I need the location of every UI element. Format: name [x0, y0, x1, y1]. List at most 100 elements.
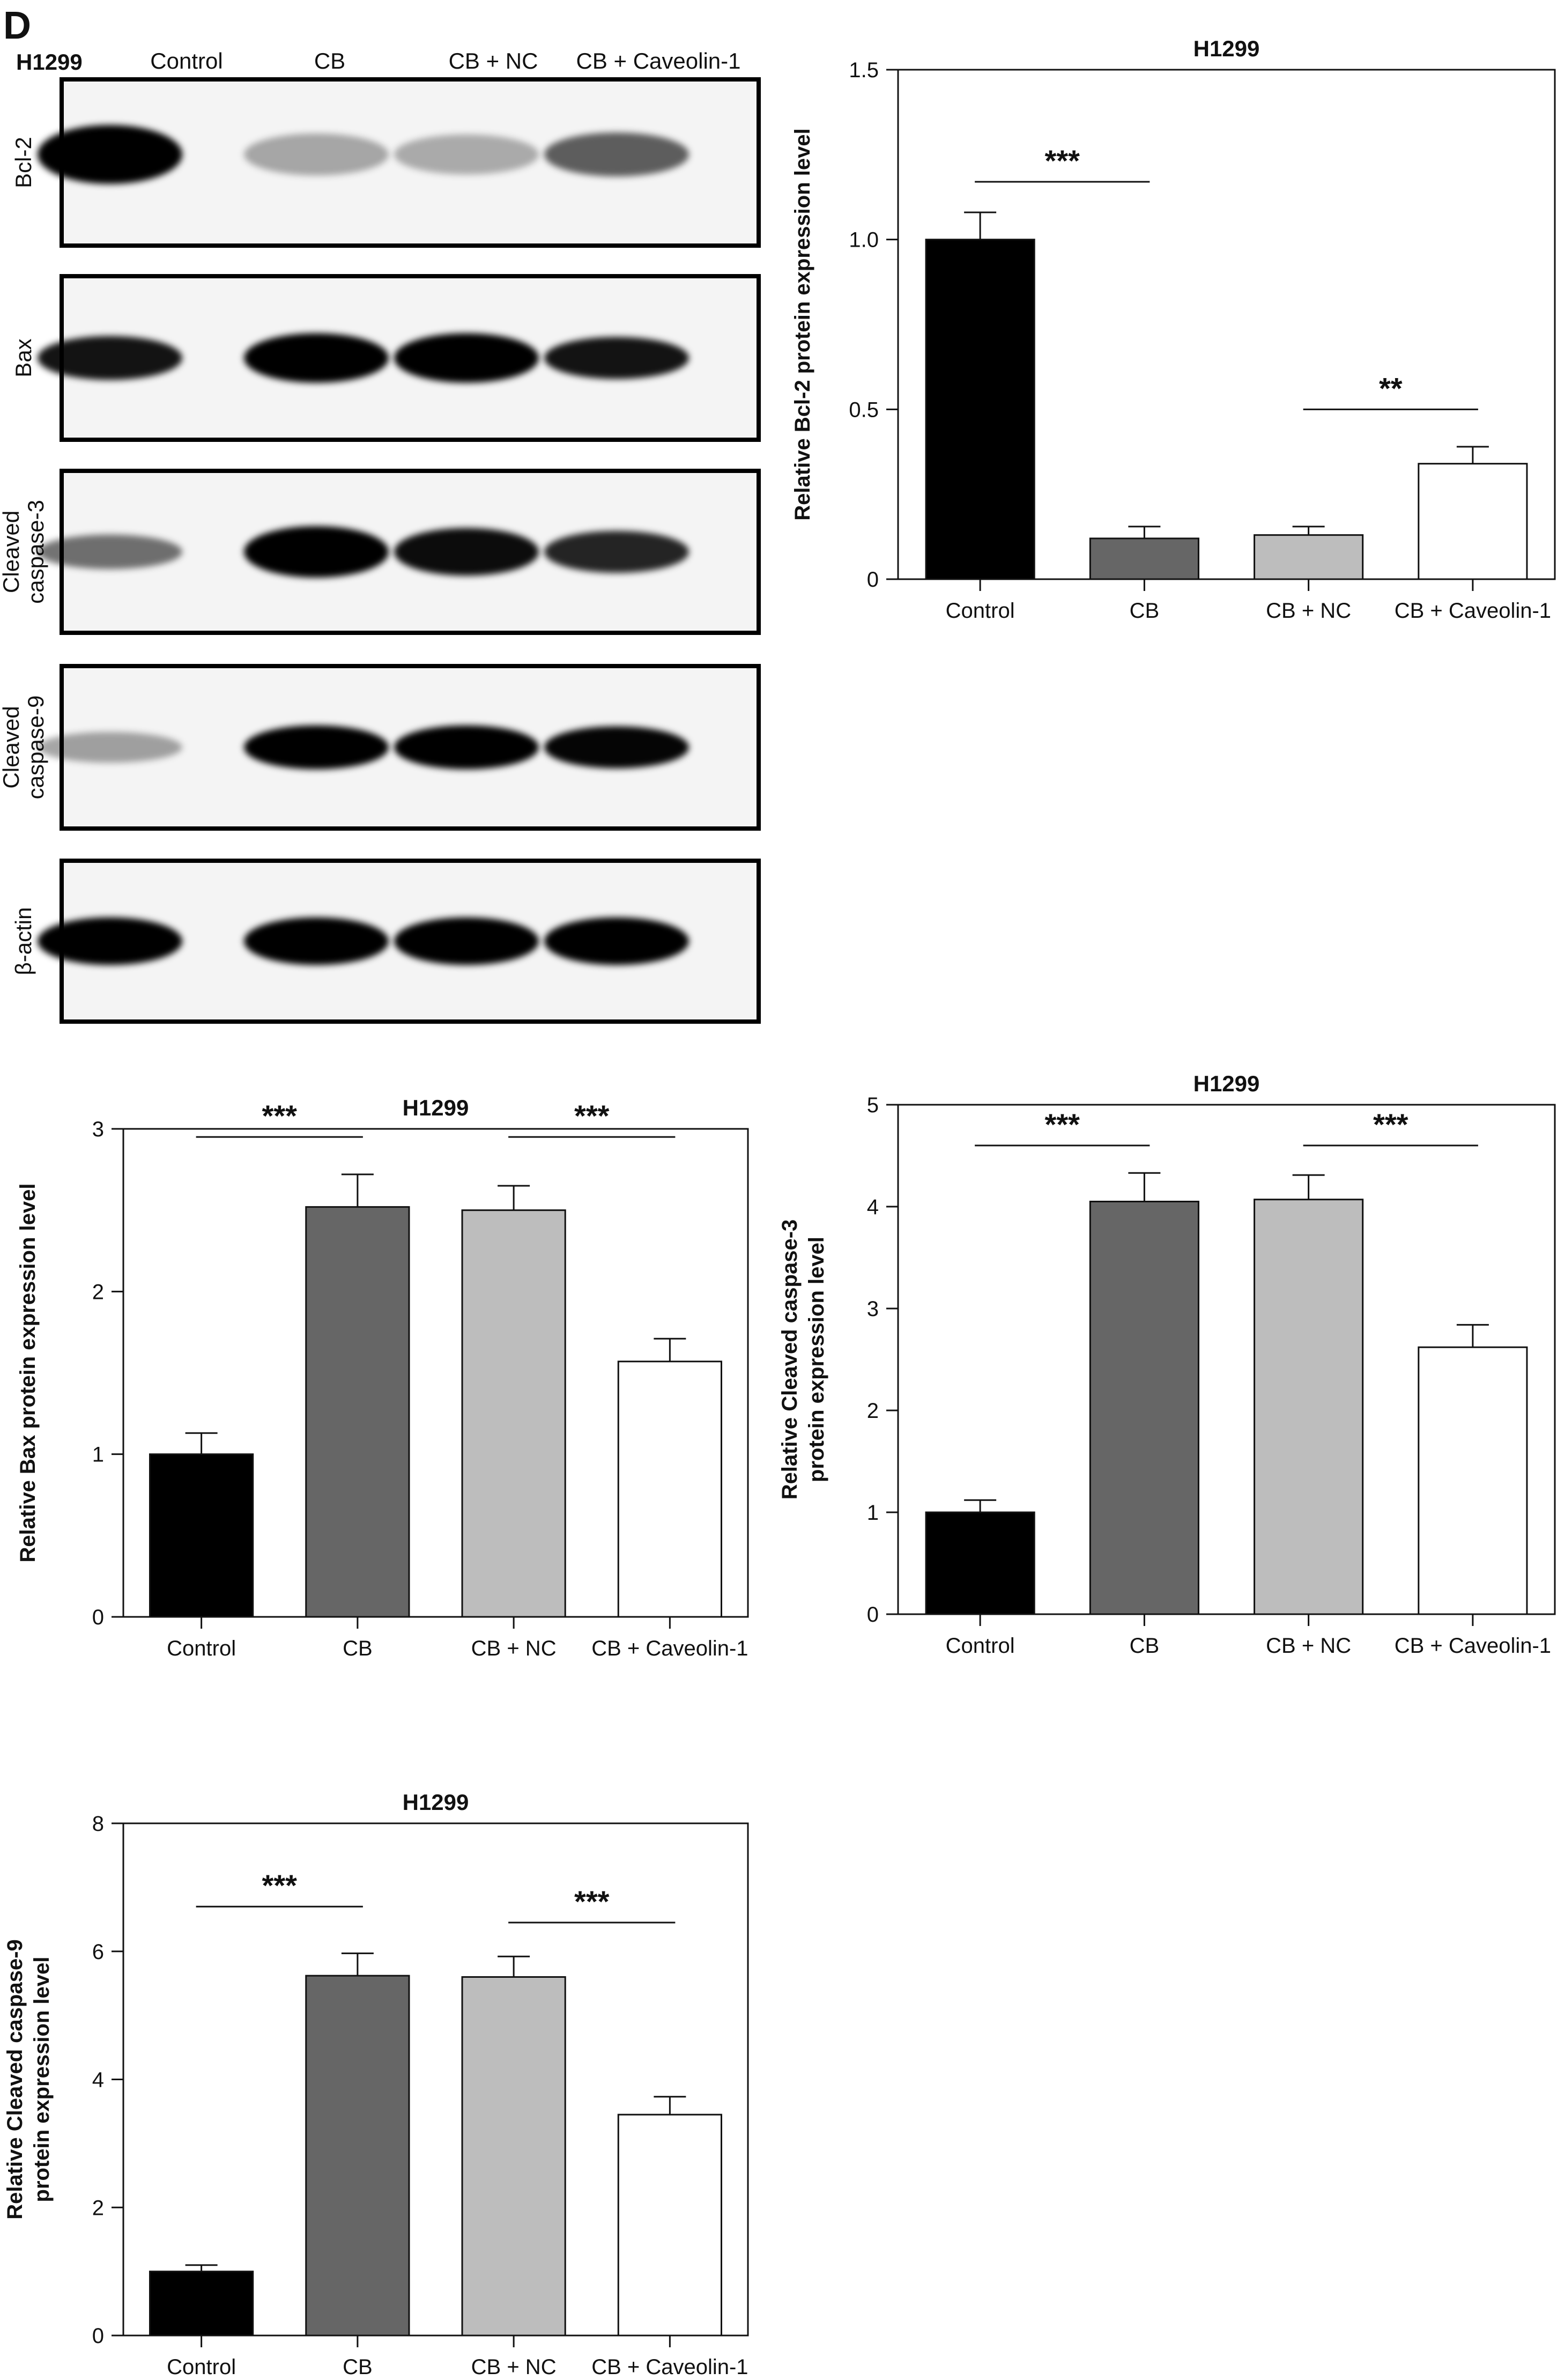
chart-title: H1299 — [1193, 1071, 1260, 1096]
bar — [149, 1453, 254, 1618]
x-tick-label: CB — [1130, 599, 1160, 623]
bar — [925, 239, 1035, 580]
blot-band — [544, 337, 689, 379]
significance-label: *** — [574, 1099, 610, 1133]
y-tick-label: 0.5 — [849, 398, 879, 422]
y-tick-label: 4 — [92, 2068, 104, 2092]
y-axis-label: Relative Bax protein expression level — [16, 1184, 40, 1563]
x-tick-label: CB + NC — [1266, 1634, 1351, 1658]
x-tick-label: CB + NC — [1266, 599, 1351, 623]
significance-label: ** — [1379, 371, 1403, 405]
x-tick-label: CB + Caveolin-1 — [591, 1637, 748, 1660]
plot-frame — [897, 69, 1556, 580]
significance-label: *** — [1045, 144, 1080, 178]
bar — [1254, 534, 1364, 580]
y-tick-label: 0 — [92, 2324, 104, 2348]
blot-band — [544, 726, 689, 768]
bar — [149, 2271, 254, 2337]
blot-band — [38, 125, 182, 184]
y-tick-label: 4 — [867, 1195, 879, 1219]
x-tick-label: Control — [946, 599, 1015, 623]
chart-3: H1299 0 1 2 3 4 5 Relative Cleaved caspase-3 pro… — [778, 1071, 1556, 1658]
significance-label: *** — [1045, 1107, 1080, 1141]
blot-lane-label: CB + Caveolin-1 — [576, 48, 741, 73]
blot-band — [394, 725, 539, 770]
y-tick-label: 8 — [92, 1812, 104, 1836]
x-tick-label: Control — [167, 1637, 236, 1660]
y-axis-label: protein expression level — [805, 1237, 828, 1482]
chart-title: H1299 — [1193, 36, 1260, 61]
bar — [617, 2113, 722, 2337]
x-tick-label: CB + Caveolin-1 — [1395, 1634, 1551, 1658]
x-tick-label: Control — [946, 1634, 1015, 1658]
chart-2: H1299 0 1 2 3 Relative Bax protein expression… — [16, 1095, 749, 1660]
y-tick-label: 2 — [92, 2196, 104, 2220]
plot-frame — [122, 1128, 749, 1618]
y-axis-label: protein expression level — [30, 1957, 54, 2202]
x-tick-label: CB + NC — [471, 2355, 557, 2379]
x-tick-label: CB + NC — [471, 1637, 557, 1660]
blot-lane-label: CB + NC — [449, 48, 538, 73]
blot-band — [544, 917, 689, 965]
blot-band — [244, 526, 389, 578]
bar — [1089, 1201, 1199, 1615]
blot-band — [394, 333, 539, 383]
blot-row-label: β-actin — [11, 907, 36, 975]
chart-title: H1299 — [403, 1095, 469, 1120]
blot-cell-line: H1299 — [16, 49, 83, 75]
y-tick-label: 5 — [867, 1093, 879, 1117]
x-tick-label: CB + Caveolin-1 — [1395, 599, 1551, 623]
bar — [305, 1206, 410, 1618]
blot-band — [544, 530, 689, 573]
bar — [461, 1976, 566, 2337]
x-tick-label: CB — [343, 2355, 373, 2379]
bar — [1254, 1199, 1364, 1615]
y-tick-label: 1.0 — [849, 228, 879, 252]
y-tick-label: 2 — [867, 1399, 879, 1423]
x-tick-label: Control — [167, 2355, 236, 2379]
bar — [1418, 463, 1528, 580]
blot-band — [544, 132, 689, 176]
blot-row-label: Cleaved — [0, 706, 24, 788]
y-tick-label: 0 — [867, 568, 879, 592]
bar — [925, 1511, 1035, 1615]
bar — [617, 1361, 722, 1618]
chart-4: H1299 0 2 4 6 8 Relative Cleaved caspase-9 prot… — [3, 1790, 749, 2379]
bar — [305, 1975, 410, 2337]
y-axis-label: Relative Bcl-2 protein expression level — [791, 128, 814, 520]
x-tick-label: CB + Caveolin-1 — [591, 2355, 748, 2379]
bar — [461, 1209, 566, 1618]
blot-band — [244, 725, 389, 770]
blot-band — [394, 528, 539, 576]
blot-band — [244, 333, 389, 383]
y-tick-label: 1 — [867, 1501, 879, 1525]
x-tick-label: CB — [343, 1637, 373, 1660]
blot-band — [244, 917, 389, 965]
blot-lane-label: CB — [314, 48, 345, 73]
y-tick-label: 0 — [867, 1603, 879, 1627]
plot-frame — [897, 1104, 1556, 1615]
bar — [1089, 537, 1199, 580]
significance-label: *** — [262, 1099, 298, 1133]
y-axis-label: Relative Cleaved caspase-9 — [3, 1939, 27, 2220]
blot-band — [394, 917, 539, 965]
western-blot: H1299 Control CB CB + NC CB + Caveolin-1 Bcl-… — [0, 48, 761, 1024]
blot-lane-label: Control — [150, 48, 223, 73]
chart-1: H1299 0 0.5 1.0 1.5 Relative Bcl-2 protein ex… — [791, 36, 1556, 623]
y-tick-label: 3 — [867, 1297, 879, 1321]
chart-title: H1299 — [403, 1790, 469, 1815]
x-tick-label: CB — [1130, 1634, 1160, 1658]
blot-band — [244, 133, 389, 176]
blot-band — [394, 134, 539, 175]
bar-charts: H1299 0 0.5 1.0 1.5 Relative Bcl-2 protein ex… — [3, 36, 1556, 2379]
blot-band — [38, 534, 182, 570]
y-tick-label: 1 — [92, 1443, 104, 1467]
y-tick-label: 1.5 — [849, 58, 879, 82]
significance-label: *** — [574, 1884, 610, 1918]
significance-label: *** — [262, 1868, 298, 1902]
y-tick-label: 2 — [92, 1280, 104, 1304]
blot-row-label: Bax — [11, 338, 36, 377]
blot-row-label: Cleaved — [0, 511, 24, 593]
significance-label: *** — [1373, 1107, 1408, 1141]
